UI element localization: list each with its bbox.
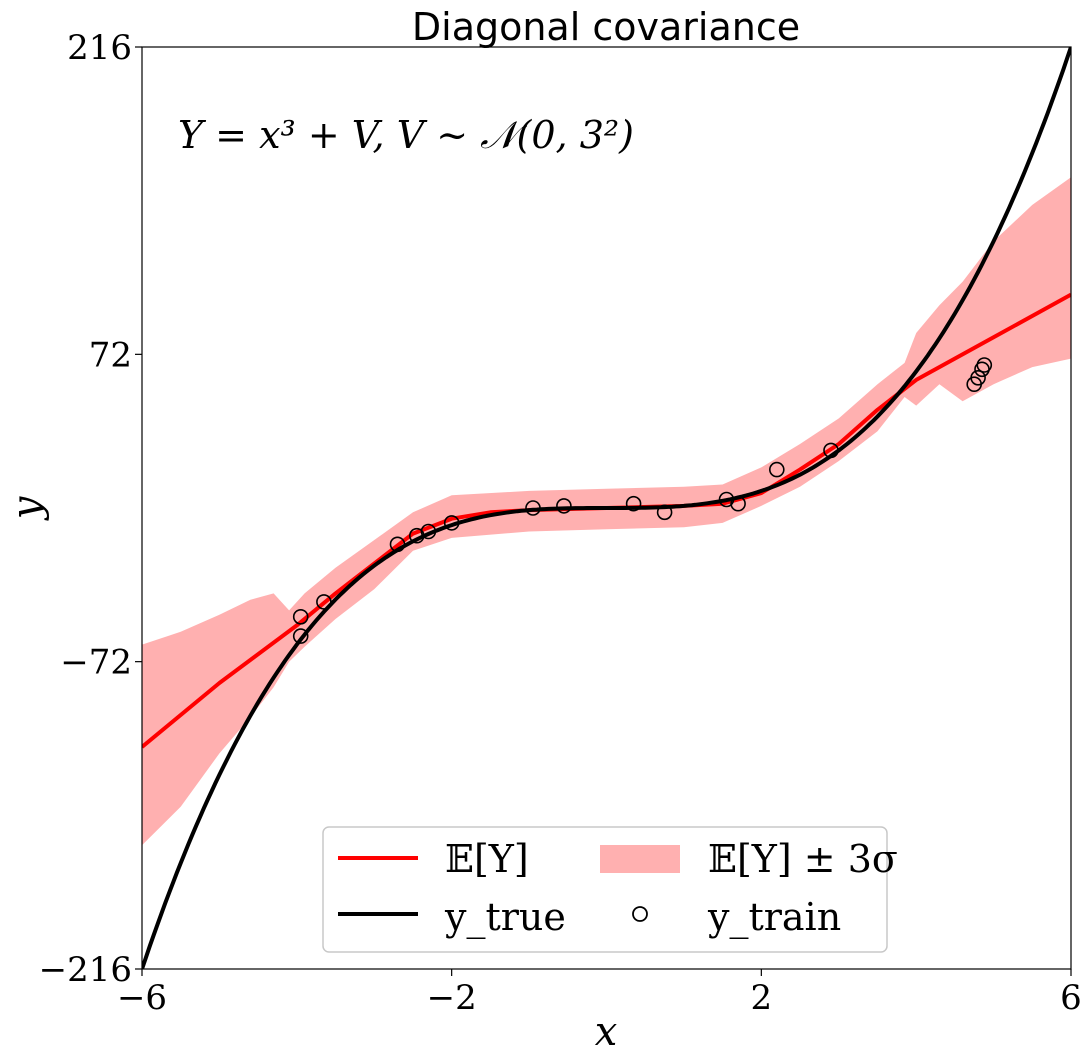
- legend-swatch-band: [600, 845, 680, 873]
- plot-area: [142, 47, 1071, 969]
- legend-box: [322, 826, 888, 953]
- train-point: [823, 442, 839, 459]
- train-point: [292, 608, 309, 625]
- train-point: [656, 504, 673, 521]
- legend-label-true: y_true: [444, 895, 566, 940]
- legend-label-mean: 𝔼[Y]: [445, 837, 529, 881]
- train-point: [625, 495, 642, 512]
- plot-frame: [141, 46, 1072, 970]
- train-point: [768, 461, 785, 478]
- train-point: [292, 628, 309, 644]
- y-tick-label: 216: [67, 28, 132, 68]
- x-tick-label: 6: [1060, 978, 1082, 1018]
- train-point: [420, 523, 437, 540]
- x-tick-label: −2: [427, 978, 477, 1018]
- train-point: [970, 369, 986, 386]
- uncertainty-band: [142, 177, 1071, 846]
- chart-title: Diagonal covariance: [412, 5, 800, 49]
- y-tick-label: 72: [89, 335, 132, 375]
- x-tick-label: −6: [117, 978, 167, 1018]
- y-tick-label: −216: [39, 950, 132, 990]
- true-function-line: [142, 47, 1071, 969]
- axes: [141, 46, 1072, 970]
- ticks: −6 −2 2 6 −216 −72 72 216: [39, 28, 1082, 1018]
- y-axis-label: y: [4, 495, 50, 521]
- train-point: [525, 500, 541, 516]
- x-axis-label: x: [595, 1009, 618, 1055]
- legend-swatch-train: [632, 906, 648, 922]
- legend-label-train: y_train: [707, 895, 841, 940]
- train-point: [730, 495, 746, 512]
- legend-label-band: 𝔼[Y] ± 3σ: [708, 837, 898, 881]
- train-point: [443, 515, 460, 531]
- equation-annotation: Y = x³ + V, V ~ 𝒩(0, 3²): [178, 113, 634, 157]
- y-tick-label: −72: [60, 643, 132, 683]
- train-point: [389, 536, 406, 553]
- train-point: [316, 594, 332, 610]
- x-tick-label: 2: [751, 978, 773, 1018]
- legend: 𝔼[Y] 𝔼[Y] ± 3σ y_true y_train: [322, 826, 898, 953]
- train-point: [556, 498, 572, 514]
- train-point: [976, 357, 993, 373]
